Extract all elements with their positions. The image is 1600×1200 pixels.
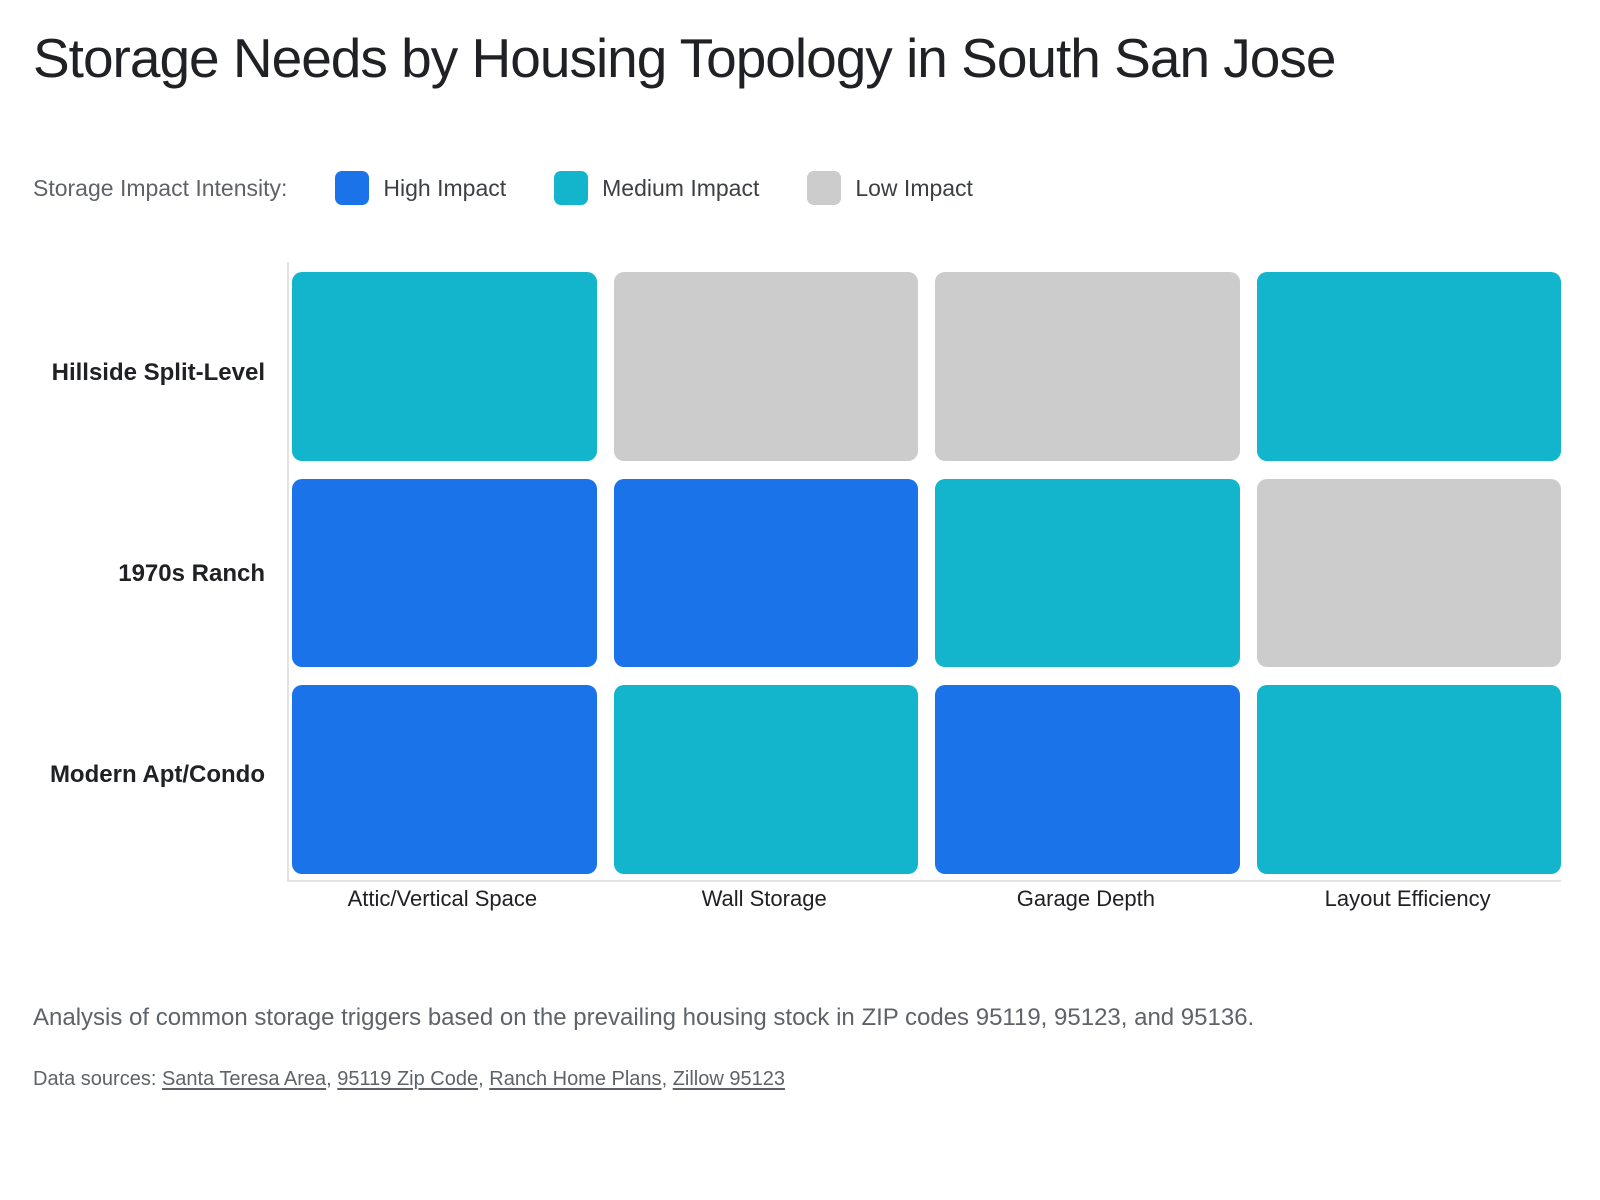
heatmap-cell-1-3 [1256,478,1561,668]
data-sources-line: Data sources: Santa Teresa Area, 95119 Z… [33,1068,785,1091]
legend-title: Storage Impact Intensity: [33,174,288,201]
chart-caption: Analysis of common storage triggers base… [33,1004,1255,1031]
legend-item-medium-impact: Medium Impact [554,171,759,205]
source-link-95119-zip-code[interactable]: 95119 Zip Code [337,1068,479,1090]
heatmap-cell-1-0 [292,478,597,668]
page-title: Storage Needs by Housing Topology in Sou… [33,27,1336,89]
legend-label-medium-impact: Medium Impact [602,174,760,201]
col-label: Garage Depth [1016,886,1155,911]
col-label: Layout Efficiency [1324,886,1491,911]
row-label: 1970s Ranch [118,559,265,587]
legend-item-high-impact: High Impact [335,171,506,205]
col-label: Wall Storage [701,886,827,911]
col-label: Attic/Vertical Space [347,886,538,911]
legend: Storage Impact Intensity: High Impact Me… [33,168,1021,208]
heatmap-cell-0-3 [1256,272,1561,461]
legend-label-high-impact: High Impact [383,174,507,201]
medium-impact-swatch-icon [554,171,589,205]
legend-label-low-impact: Low Impact [855,174,973,201]
legend-item-low-impact: Low Impact [807,171,973,205]
source-link-ranch-home-plans[interactable]: Ranch Home Plans [489,1068,662,1090]
source-separator: , [326,1068,338,1090]
heatmap-cell-0-2 [935,272,1240,461]
heatmap-cell-2-2 [935,685,1240,874]
source-separator: , [478,1068,490,1090]
heatmap-cell-1-2 [935,478,1240,668]
source-link-santa-teresa-area[interactable]: Santa Teresa Area [161,1068,327,1090]
heatmap-cell-0-1 [613,272,918,461]
y-axis-labels: Hillside Split-Level 1970s Ranch Modern Ap… [0,272,265,876]
heatmap-cell-2-1 [613,685,918,874]
heatmap-cell-2-0 [292,685,597,874]
source-link-zillow-95123[interactable]: Zillow 95123 [672,1068,785,1090]
row-label: Modern Apt/Condo [49,761,265,789]
heatmap-cell-0-0 [292,272,597,461]
heatmap-cells [292,272,1561,874]
heatmap-chart [287,262,1561,882]
high-impact-swatch-icon [335,171,370,205]
source-separator: , [661,1068,673,1090]
x-axis-labels: Attic/Vertical Space Wall Storage Garage D… [290,886,1560,912]
heatmap-cell-2-3 [1256,685,1561,874]
row-label: Hillside Split-Level [51,358,265,386]
data-sources-prefix: Data sources: [33,1068,162,1090]
low-impact-swatch-icon [807,171,842,205]
heatmap-cell-1-1 [613,478,918,668]
